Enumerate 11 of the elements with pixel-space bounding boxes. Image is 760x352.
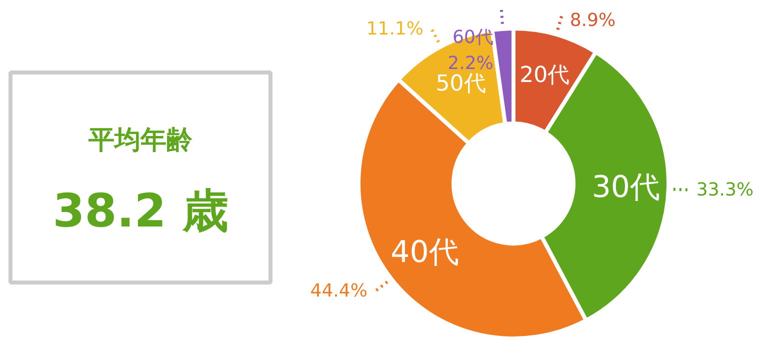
data-label: 2.2% bbox=[448, 53, 494, 74]
text: 38.2 歳 bbox=[52, 184, 228, 238]
text: 平均年齢 bbox=[88, 126, 194, 156]
slice-label: 30代 bbox=[592, 170, 660, 206]
data-label: 33.3% bbox=[696, 179, 754, 200]
data-label: 44.4% bbox=[310, 280, 368, 302]
data-label: 8.9% bbox=[570, 10, 616, 31]
slice-label: 50代 bbox=[436, 72, 486, 97]
data-label: 11.1% bbox=[366, 18, 424, 40]
slice-label: 40代 bbox=[390, 235, 459, 270]
slice-label: 20代 bbox=[520, 62, 570, 88]
